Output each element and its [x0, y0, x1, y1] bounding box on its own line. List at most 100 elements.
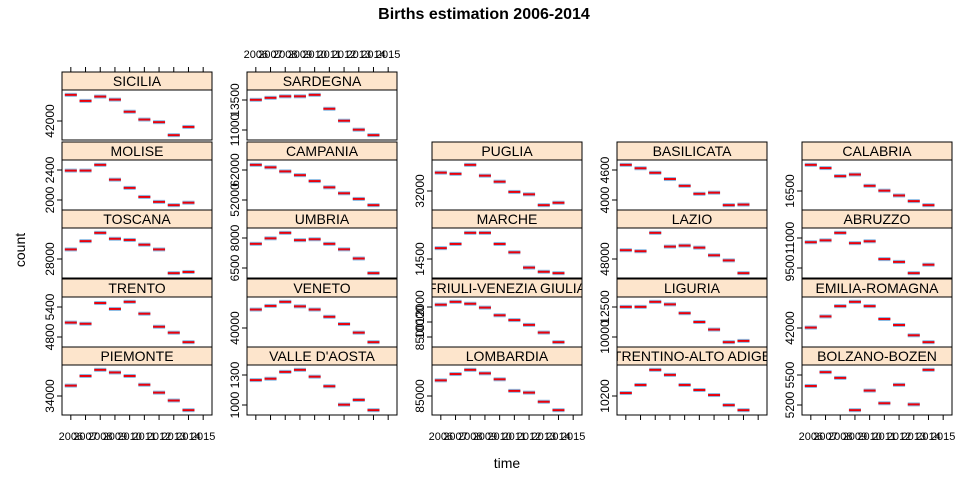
y-tick-label-sardegna: 13500 — [228, 83, 242, 117]
strip-label-molise: MOLISE — [111, 143, 164, 159]
x-tick-label: 2015 — [561, 431, 585, 443]
y-tick-label-valle-d-aosta: 1000 — [228, 391, 242, 418]
y-tick-label-lazio: 48000 — [598, 242, 612, 276]
strip-label-toscana: TOSCANA — [103, 211, 171, 227]
x-tick-label: 2007 — [258, 49, 282, 61]
x-tick-label: 2015 — [931, 431, 955, 443]
x-tick-label: 2007 — [813, 431, 837, 443]
y-tick-label-abruzzo: 9500 — [783, 254, 797, 281]
panel-frame-sicilia — [61, 89, 213, 141]
x-tick-label: 2013 — [162, 431, 186, 443]
x-tick-label: 2009 — [103, 431, 127, 443]
strip-label-umbria: UMBRIA — [295, 211, 350, 227]
y-tick-label-basilicata: 4600 — [598, 156, 612, 183]
x-tick-label: 2014 — [916, 431, 940, 443]
x-tick-label: 2009 — [473, 431, 497, 443]
x-tick-label: 2008 — [88, 431, 112, 443]
strip-label-valle-d-aosta: VALLE D'AOSTA — [269, 348, 375, 364]
y-tick-label-sardegna: 11000 — [228, 113, 242, 146]
x-tick-label: 2010 — [117, 431, 141, 443]
y-tick-label-valle-d-aosta: 1300 — [228, 361, 242, 388]
panel-frame-bolzano-bozen — [801, 364, 953, 416]
y-tick-label-calabria: 16500 — [783, 174, 797, 208]
x-tick-label: 2009 — [843, 431, 867, 443]
y-tick-label-campania: 62000 — [228, 153, 242, 187]
x-tick-label: 2006 — [429, 431, 453, 443]
y-tick-label-liguria: 12500 — [598, 290, 612, 324]
strip-label-lazio: LAZIO — [672, 211, 713, 227]
strip-label-emilia-romagna: EMILIA-ROMAGNA — [816, 280, 940, 296]
strip-label-campania: CAMPANIA — [286, 143, 359, 159]
strip-label-calabria: CALABRIA — [842, 143, 912, 159]
y-tick-label-veneto: 40000 — [228, 311, 242, 345]
x-tick-label: 2011 — [133, 431, 157, 443]
x-tick-label: 2011 — [873, 431, 897, 443]
panel-frame-emilia-romagna — [801, 296, 953, 348]
y-tick-label-trento: 5400 — [43, 293, 57, 320]
y-tick-label-friuli-venezia-giulia: 8500 — [413, 323, 427, 350]
x-tick-label: 2007 — [73, 431, 97, 443]
y-tick-label-friuli-venezia-giulia: 12000 — [413, 290, 427, 324]
x-tick-label: 2012 — [147, 431, 171, 443]
x-tick-label: 2008 — [458, 431, 482, 443]
strip-label-liguria: LIGURIA — [664, 280, 721, 296]
x-tick-label: 2015 — [191, 431, 215, 443]
x-tick-label: 2011 — [503, 431, 527, 443]
panel-frame-umbria — [246, 227, 398, 279]
panel-frame-sardegna — [246, 89, 398, 141]
y-tick-label-marche: 14500 — [413, 242, 427, 276]
y-tick-label-abruzzo: 11000 — [783, 221, 797, 254]
strip-label-friuli-venezia-giulia: FRIULI-VENEZIA GIULIA — [428, 280, 587, 296]
strip-label-sicilia: SICILIA — [113, 73, 162, 89]
panel-frame-friuli-venezia-giulia — [431, 296, 583, 348]
strip-label-veneto: VENETO — [293, 280, 350, 296]
x-tick-label: 2006 — [59, 431, 83, 443]
x-tick-label: 2008 — [828, 431, 852, 443]
strip-label-marche: MARCHE — [477, 211, 538, 227]
chart-title: Births estimation 2006-2014 — [378, 6, 590, 23]
x-tick-label: 2015 — [376, 49, 400, 61]
panel-frame-trentino-alto-adige — [616, 364, 768, 416]
y-tick-label-piemonte: 34000 — [43, 379, 57, 413]
x-axis-title: time — [493, 455, 521, 471]
x-tick-label: 2010 — [302, 49, 326, 61]
x-tick-label: 2013 — [902, 431, 926, 443]
x-tick-label: 2012 — [887, 431, 911, 443]
y-tick-label-bolzano-bozen: 5500 — [783, 361, 797, 388]
x-tick-label: 2014 — [176, 431, 200, 443]
y-tick-label-campania: 52000 — [228, 183, 242, 217]
y-tick-label-umbria: 8000 — [228, 224, 242, 251]
panel-frame-toscana — [61, 227, 213, 279]
y-tick-label-emilia-romagna: 42000 — [783, 311, 797, 345]
panel-frame-piemonte — [61, 364, 213, 416]
panel-frame-lombardia — [431, 364, 583, 416]
y-tick-label-basilicata: 4000 — [598, 186, 612, 213]
y-tick-label-puglia: 32000 — [413, 174, 427, 208]
y-tick-label-trento: 4800 — [43, 323, 57, 350]
panel-frame-lazio — [616, 227, 768, 279]
y-tick-label-toscana: 28000 — [43, 242, 57, 276]
x-tick-label: 2013 — [347, 49, 371, 61]
x-tick-label: 2008 — [273, 49, 297, 61]
x-tick-label: 2014 — [361, 49, 385, 61]
panel-frame-abruzzo — [801, 227, 953, 279]
strip-label-trento: TRENTO — [108, 280, 165, 296]
y-tick-label-molise: 2400 — [43, 156, 57, 183]
y-tick-label-lombardia: 85000 — [413, 379, 427, 413]
panel-frame-marche — [431, 227, 583, 279]
strip-label-sardegna: SARDEGNA — [283, 73, 362, 89]
strip-label-basilicata: BASILICATA — [653, 143, 733, 159]
y-tick-label-trentino-alto-adige: 10200 — [598, 379, 612, 413]
y-tick-label-molise: 2000 — [43, 186, 57, 213]
x-tick-label: 2007 — [443, 431, 467, 443]
x-tick-label: 2010 — [487, 431, 511, 443]
panel-frame-valle-d-aosta — [246, 364, 398, 416]
x-tick-label: 2014 — [546, 431, 570, 443]
x-tick-label: 2010 — [857, 431, 881, 443]
x-tick-label: 2012 — [332, 49, 356, 61]
strip-label-lombardia: LOMBARDIA — [466, 348, 549, 364]
y-tick-label-sicilia: 42000 — [43, 104, 57, 138]
y-tick-label-friuli-venezia-giulia: 10000 — [413, 305, 427, 339]
x-tick-label: 2009 — [288, 49, 312, 61]
